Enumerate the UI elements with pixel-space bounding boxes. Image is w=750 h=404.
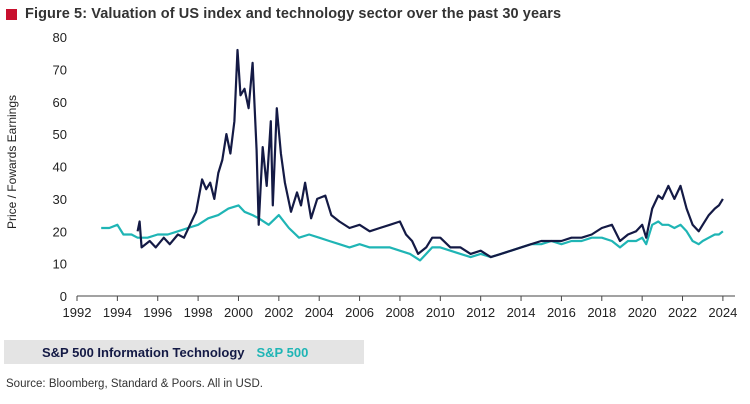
axes-group: 0 10 20 30 40 50 60 70 80 1992 1994 1996 1998 2000 200… (53, 30, 738, 320)
figure-title-row: Figure 5: Valuation of US index and tech… (6, 4, 561, 24)
legend-item-sp500: S&P 500 (256, 344, 309, 360)
legend: S&P 500 Information Technology S&P 500 (4, 340, 364, 364)
x-tick-label: 2006 (345, 305, 374, 320)
y-tick-label: 10 (53, 257, 67, 272)
x-tick-label: 2018 (587, 305, 616, 320)
y-tick-label: 80 (53, 30, 67, 45)
title-marker-square (6, 8, 17, 20)
x-tick-label: 2012 (466, 305, 495, 320)
x-tick-label: 2016 (547, 305, 576, 320)
source-note: Source: Bloomberg, Standard & Poors. All… (6, 378, 263, 390)
x-tick-label: 2024 (708, 305, 737, 320)
x-tick-label: 2014 (507, 305, 536, 320)
x-tick-label: 2020 (628, 305, 657, 320)
y-tick-label: 70 (53, 62, 67, 77)
y-tick-label: 20 (53, 224, 67, 239)
x-tick-label: 1992 (63, 305, 92, 320)
series-lines-group (101, 48, 724, 262)
y-tick-label: 50 (53, 127, 67, 142)
y-tick-label: 40 (53, 160, 67, 175)
y-tick-label: 60 (53, 95, 67, 110)
x-tick-label: 2000 (224, 305, 253, 320)
chart-area: 0 10 20 30 40 50 60 70 80 1992 1994 1996 1998 2000 200… (5, 30, 738, 320)
x-tick-label: 1994 (103, 305, 132, 320)
x-tick-label: 2022 (668, 305, 697, 320)
y-tick-label: 0 (60, 289, 67, 304)
x-tick-label: 1998 (184, 305, 213, 320)
chart-title: Figure 5: Valuation of US index and tech… (25, 6, 562, 22)
x-tick-label: 2002 (264, 305, 293, 320)
series-line-sp500 (101, 204, 724, 262)
series-line-tech (136, 48, 724, 259)
x-tick-label: 2010 (426, 305, 455, 320)
y-tick-label: 30 (53, 192, 67, 207)
x-tick-label: 2008 (385, 305, 414, 320)
x-tick-label: 2004 (305, 305, 334, 320)
x-tick-label: 1996 (143, 305, 172, 320)
legend-item-tech: S&P 500 Information Technology (42, 344, 245, 360)
y-axis-label: Price / Fowards Earnings (5, 95, 19, 229)
